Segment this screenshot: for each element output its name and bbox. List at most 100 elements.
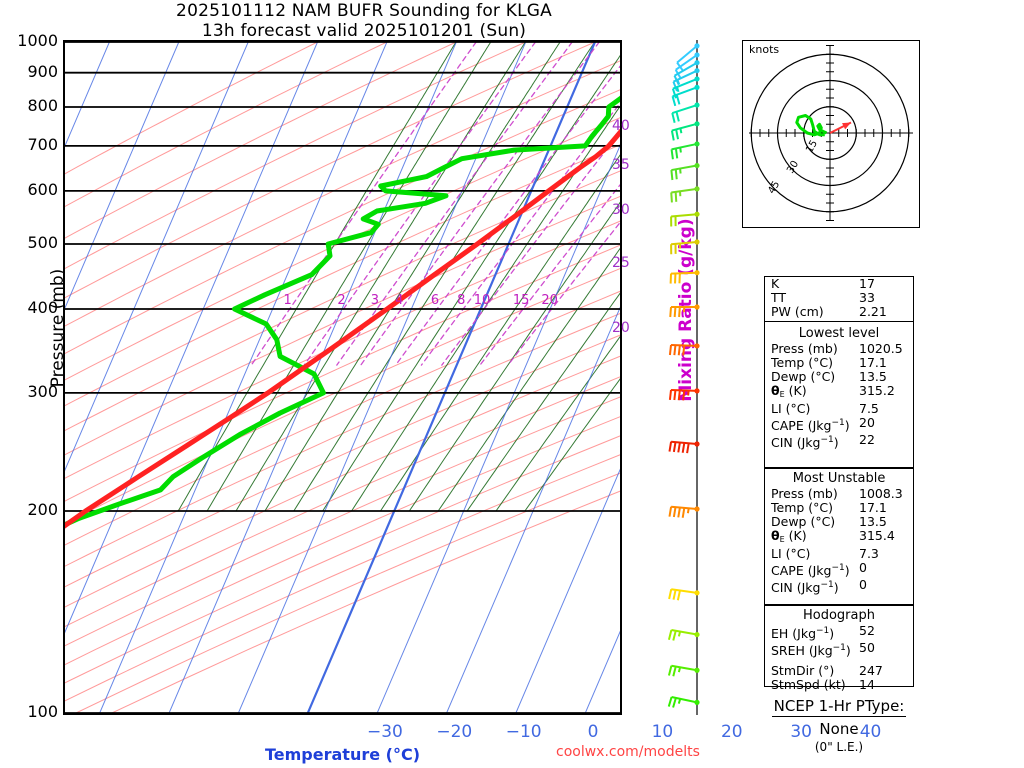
wind-barb <box>672 68 700 92</box>
pressure-tick-200: 200 <box>27 500 58 519</box>
ptype-block: NCEP 1-Hr PType: None (0" L.E.) <box>744 696 934 754</box>
wind-barb <box>670 239 700 255</box>
pressure-tick-100: 100 <box>27 702 58 721</box>
temperature-tick--30: −30 <box>366 722 403 742</box>
most-unstable-row: Dewp (°C) 13.5 <box>765 515 913 529</box>
lowest-level-row: Press (mb) 1020.5 <box>765 342 913 356</box>
indices-panel: K 17 TT 33 PW (cm) 2.21 Lowest level Press (m… <box>764 276 914 468</box>
stat-key: Dewp (°C) <box>771 514 836 529</box>
stat-value: 17 <box>859 276 875 291</box>
pressure-tick-700: 700 <box>27 134 58 154</box>
hodograph-stats-rows: EH (Jkg−1) 52 SREH (Jkg−1) 50 StmDir (°) 247 S… <box>765 624 913 692</box>
temperature-trace <box>65 128 620 529</box>
ptype-heading: NCEP 1-Hr PType: <box>771 697 907 717</box>
isobar-lines <box>65 42 620 713</box>
most-unstable-row: LI (°C) 7.3 <box>765 547 913 561</box>
most-unstable-row: CAPE (Jkg−1) 0 <box>765 561 913 578</box>
divider <box>765 321 913 322</box>
lowest-level-row: Temp (°C) 17.1 <box>765 356 913 370</box>
wind-barb <box>669 304 700 318</box>
mixing-ratio-label-10: 10 <box>473 293 491 309</box>
wind-barb <box>668 440 700 454</box>
hodograph-stat-row: SREH (Jkg−1) 50 <box>765 641 913 658</box>
most-unstable-rows: Press (mb) 1008.3 Temp (°C) 17.1 Dewp (°C) 13… <box>765 487 913 595</box>
indices-top-rows: K 17 TT 33 PW (cm) 2.21 <box>765 277 913 319</box>
hodograph-stats-heading: Hodograph <box>803 608 875 623</box>
hodograph-stat-row: StmDir (°) 247 <box>765 664 913 678</box>
stat-key: SREH (Jkg−1) <box>771 643 851 658</box>
stat-key: LI (°C) <box>771 401 811 416</box>
wind-barb <box>670 121 700 141</box>
stat-key: EH (Jkg−1) <box>771 626 835 641</box>
stat-key: CIN (Jkg−1) <box>771 580 839 595</box>
hodograph-plot[interactable]: knots 15 30 45 <box>742 40 920 228</box>
mixing-ratio-label-20: 20 <box>541 293 558 309</box>
stat-key: Dewp (°C) <box>771 369 836 384</box>
ptype-value: None <box>819 720 859 738</box>
most-unstable-row: θE (K) 315.4 <box>765 529 913 547</box>
stat-value: 2.21 <box>859 304 887 319</box>
most-unstable-heading: Most Unstable <box>792 471 886 486</box>
storm-motion-arrow <box>829 121 852 134</box>
lowest-level-row: θE (K) 315.2 <box>765 384 913 402</box>
stat-value: 0 <box>859 577 867 592</box>
pressure-tick-900: 900 <box>27 61 58 81</box>
wind-barb <box>667 664 700 677</box>
index-row: K 17 <box>765 277 913 291</box>
most-unstable-row: Press (mb) 1008.3 <box>765 487 913 501</box>
altitude-label-35: 35 <box>612 156 630 173</box>
stat-value: 13.5 <box>859 369 887 384</box>
altitude-label-20: 20 <box>612 320 630 337</box>
wind-barb <box>670 211 700 227</box>
wind-barb-canvas <box>667 40 700 715</box>
wind-barb <box>668 588 700 601</box>
temperature-tick-20: 20 <box>720 722 743 742</box>
isotherm-lines <box>65 42 620 713</box>
stat-value: 20 <box>859 415 875 430</box>
stat-key: TT <box>771 290 787 305</box>
mixing-ratio-label-15: 15 <box>512 293 530 309</box>
pressure-tick-600: 600 <box>27 179 58 199</box>
stat-value: 52 <box>859 623 875 638</box>
pressure-tick-500: 500 <box>27 232 58 252</box>
stat-value: 14 <box>859 677 875 692</box>
temperature-tick-0: 0 <box>587 722 599 742</box>
wind-barb <box>670 186 700 203</box>
wind-barb <box>667 629 700 641</box>
wind-barb <box>670 141 700 160</box>
wind-barb <box>671 102 700 124</box>
stat-value: 1020.5 <box>859 341 903 356</box>
temperature-axis-title: Temperature (°C) <box>264 745 421 764</box>
stat-value: 7.5 <box>859 401 879 416</box>
title-line-1: 2025101112 NAM BUFR Sounding for KLGA <box>176 1 552 21</box>
mixing-ratio-label-2: 2 <box>337 293 346 309</box>
wind-barb <box>668 505 700 518</box>
chart-title-block: 2025101112 NAM BUFR Sounding for KLGA 13… <box>0 1 728 41</box>
stat-value: 17.1 <box>859 500 887 515</box>
ptype-liquid-equivalent: (0" L.E.) <box>814 740 864 754</box>
stat-key: LI (°C) <box>771 546 811 561</box>
stat-value: 22 <box>859 432 875 447</box>
hodograph-ring-label-30: 30 <box>785 159 801 176</box>
stat-key: CAPE (Jkg−1) <box>771 563 850 578</box>
title-line-2: 13h forecast valid 2025101201 (Sun) <box>201 21 527 41</box>
lowest-level-rows: Press (mb) 1020.5 Temp (°C) 17.1 Dewp (°C) 13… <box>765 342 913 450</box>
skewt-canvas <box>65 42 620 713</box>
wind-barb <box>671 76 700 99</box>
index-row: TT 33 <box>765 291 913 305</box>
wind-barb-column[interactable] <box>655 40 725 715</box>
pressure-tick-400: 400 <box>27 298 58 318</box>
stat-value: 7.3 <box>859 546 879 561</box>
altitude-label-30: 30 <box>612 201 630 218</box>
wind-barb <box>671 84 700 107</box>
most-unstable-row: Temp (°C) 17.1 <box>765 501 913 515</box>
stat-key: PW (cm) <box>771 304 824 319</box>
temperature-tick--10: −10 <box>505 722 542 742</box>
skewt-diagram[interactable] <box>63 40 622 715</box>
most-unstable-row: CIN (Jkg−1) 0 <box>765 578 913 595</box>
stat-value: 1008.3 <box>859 486 903 501</box>
hodograph-stats-panel: Hodograph EH (Jkg−1) 52 SREH (Jkg−1) 50 StmD… <box>764 605 914 692</box>
lowest-level-row: CIN (Jkg−1) 22 <box>765 433 913 450</box>
hodograph-stat-row: StmSpd (kt) 14 <box>765 678 913 692</box>
wind-barb <box>668 343 700 356</box>
